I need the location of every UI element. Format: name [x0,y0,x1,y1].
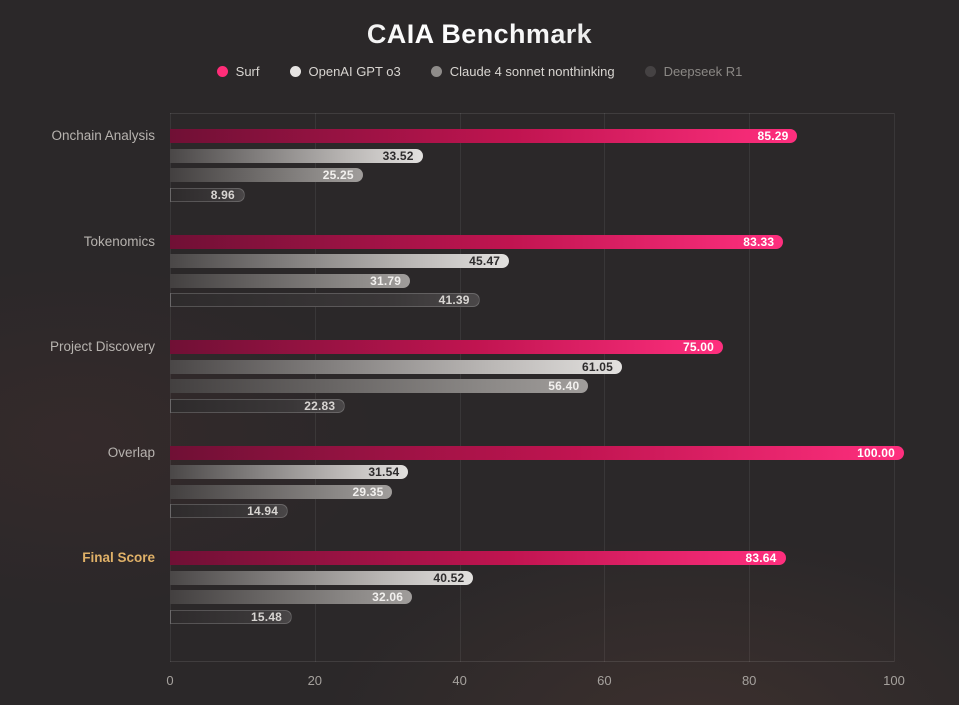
bar-openai-gpt-o3-onchain-analysis: 33.52 [170,148,423,163]
bar-openai-gpt-o3-project-discovery: 61.05 [170,359,622,374]
bar-value-label: 33.52 [382,148,414,163]
bar-value-label: 75.00 [682,340,714,354]
bar-surf-onchain-analysis: 85.29 [170,129,798,143]
bar-value-label: 41.39 [438,293,470,308]
legend-dot-deepseek-r1 [644,65,656,77]
bar-value-label: 22.83 [304,398,336,413]
bar-deepseek-r1-tokenomics: 41.39 [170,293,480,308]
legend-dot-claude-4-sonnet-nonthinking [430,65,442,77]
axis-bottom-line [170,661,894,662]
bar-value-label: 100.00 [857,445,895,460]
gridline-x-100 [894,113,895,662]
legend-dot-surf [216,65,228,77]
bar-surf-tokenomics: 83.33 [170,234,784,249]
category-label-final-score: Final Score [82,550,155,565]
x-tick-label-80: 80 [741,673,757,688]
legend-label: Deepseek R1 [663,63,743,79]
bar-value-label: 83.64 [745,551,777,565]
bar-value-label: 14.94 [247,504,279,519]
gridline-x-60 [604,113,606,662]
legend-item-claude-4-sonnet-nonthinking: Claude 4 sonnet nonthinking [430,63,615,79]
bar-deepseek-r1-project-discovery: 22.83 [170,398,346,413]
bar-openai-gpt-o3-overlap: 31.54 [170,465,409,480]
bar-deepseek-r1-overlap: 14.94 [170,504,289,519]
bar-claude-4-sonnet-nonthinking-overlap: 29.35 [170,484,393,499]
bar-openai-gpt-o3-tokenomics: 45.47 [170,254,510,269]
legend-label: Surf [235,63,260,79]
bar-value-label: 45.47 [469,254,501,269]
bar-value-label: 29.35 [352,484,384,499]
legend-item-deepseek-r1: Deepseek R1 [644,63,743,79]
category-label-project-discovery: Project Discovery [49,339,155,354]
x-tick-label-0: 0 [166,673,174,688]
x-tick-label-40: 40 [452,673,467,688]
bar-deepseek-r1-final-score: 15.48 [170,609,293,624]
x-tick-label-60: 60 [597,673,612,688]
x-tick-label-20: 20 [307,673,323,688]
bar-value-label: 15.48 [251,609,283,624]
bar-value-label: 25.25 [322,168,354,183]
bar-surf-overlap: 100.00 [170,445,904,460]
bar-value-label: 32.06 [372,590,404,605]
category-label-onchain-analysis: Onchain Analysis [51,128,155,143]
bar-claude-4-sonnet-nonthinking-tokenomics: 31.79 [170,273,411,288]
bar-value-label: 40.52 [433,570,465,585]
legend-label: OpenAI GPT o3 [308,63,401,79]
legend: Surf OpenAI GPT o3 Claude 4 sonnet nonthin… [0,62,959,80]
bar-value-label: 8.96 [210,187,235,202]
gridline-x-80 [749,113,751,662]
bar-claude-4-sonnet-nonthinking-final-score: 32.06 [170,590,413,605]
category-label-overlap: Overlap [107,444,155,460]
plot-top-line [170,113,894,114]
legend-label: Claude 4 sonnet nonthinking [449,63,615,79]
bar-deepseek-r1-onchain-analysis: 8.96 [170,187,245,202]
bar-value-label: 61.05 [581,359,613,374]
legend-dot-openai-gpt-o3 [289,65,301,77]
legend-item-openai-gpt-o3: OpenAI GPT o3 [289,63,401,79]
category-label-tokenomics: Tokenomics [83,233,155,249]
bar-claude-4-sonnet-nonthinking-project-discovery: 56.40 [170,379,589,394]
legend-item-surf: Surf [216,63,260,79]
bar-claude-4-sonnet-nonthinking-onchain-analysis: 25.25 [170,168,363,183]
x-tick-label-100: 100 [883,673,905,688]
bar-value-label: 56.40 [548,379,580,394]
bar-openai-gpt-o3-final-score: 40.52 [170,570,474,585]
bar-surf-final-score: 83.64 [170,551,786,565]
chart-title: CAIA Benchmark [0,19,959,50]
bar-value-label: 83.33 [743,234,775,249]
plot-area: 85.29 33.52 25.25 8.96 83.33 45.47 31.79 41.39 7… [170,113,904,662]
bar-surf-project-discovery: 75.00 [170,340,723,354]
x-axis: 0 20 40 60 80 100 [166,673,904,693]
bar-value-label: 31.79 [370,273,402,288]
category-labels: Onchain Analysis Tokenomics Project Discov… [0,113,155,662]
bar-value-label: 31.54 [368,465,400,480]
bar-value-label: 85.29 [757,129,789,143]
